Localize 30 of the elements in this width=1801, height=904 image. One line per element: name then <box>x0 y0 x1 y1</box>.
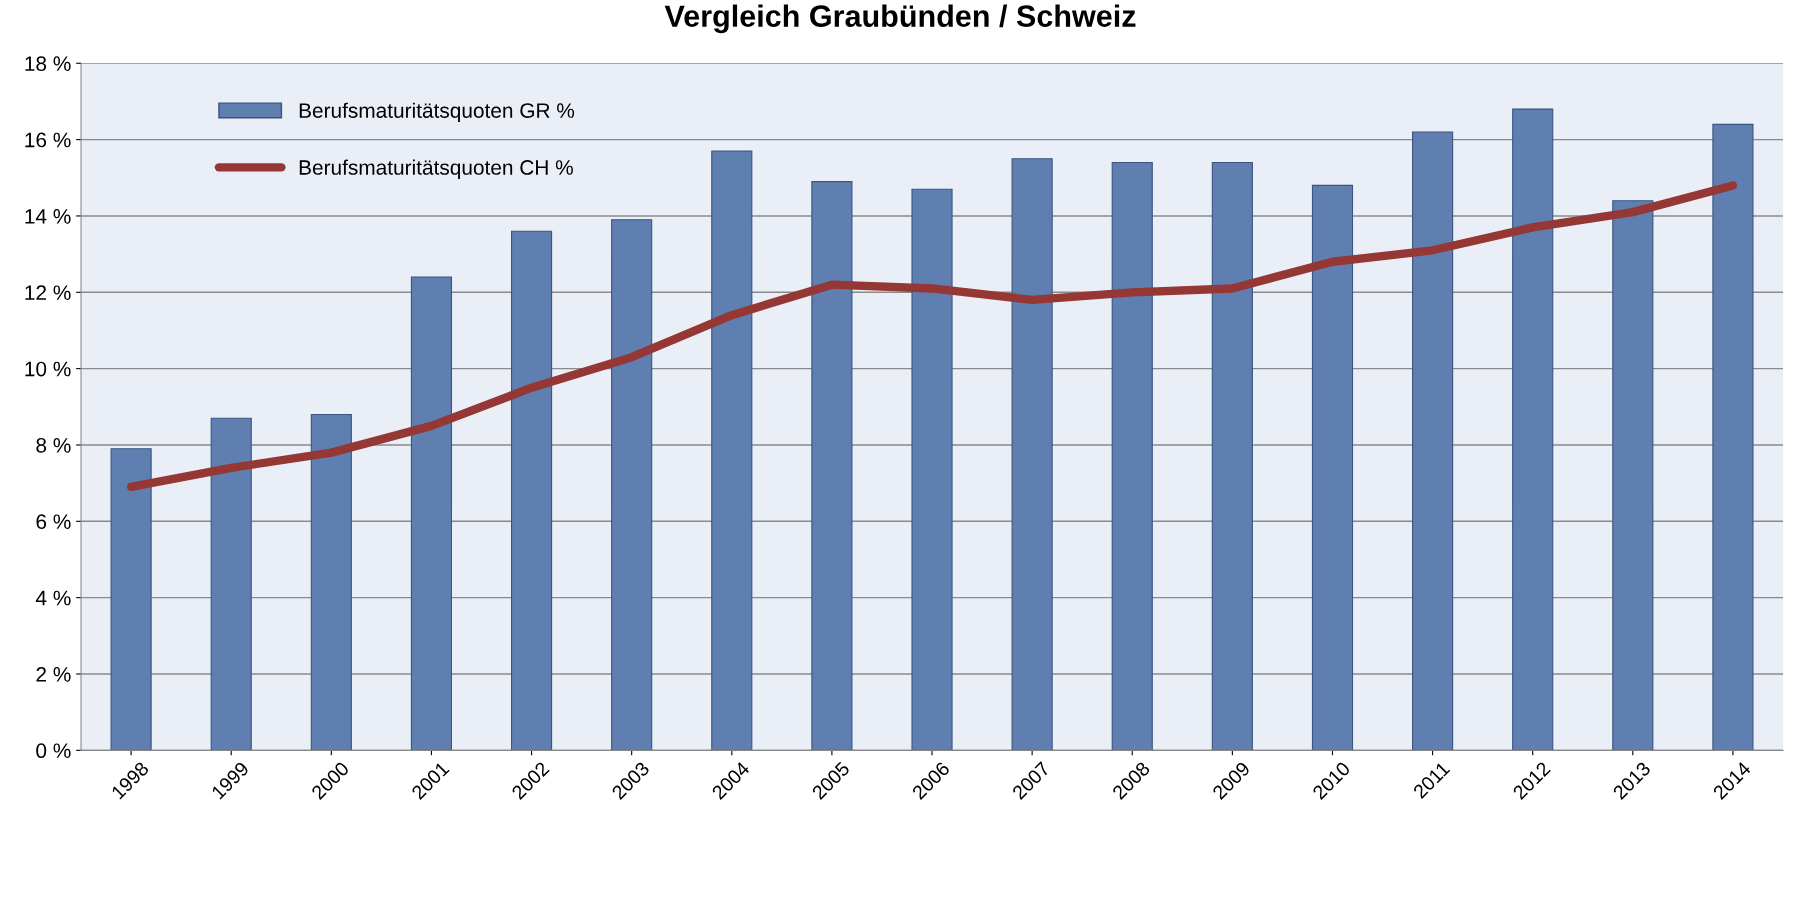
bar <box>110 448 152 751</box>
bar <box>1612 200 1654 751</box>
bar <box>711 150 753 751</box>
bar <box>1311 184 1354 751</box>
y-tick-label: 14 % <box>25 209 71 224</box>
bar <box>510 230 553 751</box>
legend-label: Berufsmaturitätsquoten CH % <box>299 159 573 179</box>
bar <box>310 413 352 751</box>
bar <box>611 219 653 751</box>
y-tick-label: 0 % <box>36 743 71 759</box>
bar <box>911 188 953 751</box>
bar <box>1011 158 1053 751</box>
bar <box>1512 108 1554 751</box>
y-tick-label: 10 % <box>25 361 71 377</box>
legend-label: Berufsmaturitätsquoten GR % <box>299 102 575 123</box>
bar <box>210 417 252 751</box>
y-tick-label: 16 % <box>25 132 71 148</box>
bar <box>410 276 453 751</box>
chart-title: Vergleich Graubünden / Schweiz <box>664 4 1136 34</box>
bar <box>1211 161 1253 751</box>
y-tick-label: 8 % <box>36 437 71 453</box>
y-tick-label: 6 % <box>36 514 71 530</box>
y-tick-label: 2 % <box>36 666 71 682</box>
bar <box>1412 131 1454 751</box>
bar <box>811 181 853 751</box>
y-tick-label: 18 % <box>25 56 71 72</box>
y-tick-label: 12 % <box>25 285 71 300</box>
bar <box>1111 161 1153 751</box>
y-tick-label: 4 % <box>35 590 71 606</box>
bar <box>1712 123 1754 751</box>
